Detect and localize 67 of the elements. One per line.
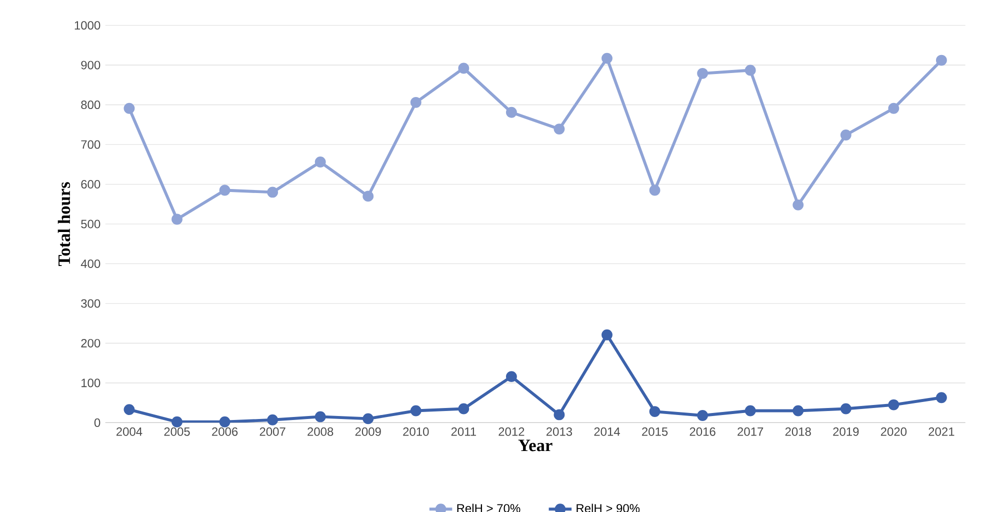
point [172,214,182,225]
point [697,68,708,79]
x-tick-label: 2015 [642,427,668,436]
point [554,409,565,420]
point [697,410,708,421]
point [649,406,660,418]
x-tick-label: 2008 [308,427,334,436]
point [458,403,470,414]
point [267,186,278,198]
x-tick-label: 2006 [212,427,238,436]
point [888,102,900,114]
point [172,416,182,428]
point [554,124,565,135]
point [410,96,422,108]
y-tick-label: 200 [81,338,100,348]
point [602,52,612,64]
x-axis-title: Year [518,440,552,452]
point [362,413,374,424]
y-tick-label: 500 [81,220,100,228]
point [792,405,804,416]
y-axis-title: Total hours [58,182,70,266]
point [744,405,756,416]
point [936,392,947,404]
point [267,414,278,426]
x-tick-label: 2011 [451,427,476,436]
x-tick-label: 2018 [785,427,811,436]
point [124,404,135,416]
y-tick-label: 0 [94,418,100,427]
point [506,106,517,118]
y-tick-label: 700 [81,140,100,149]
y-tick-label: 900 [81,60,100,70]
x-tick-label: 2012 [498,427,524,436]
point [840,130,852,140]
point [936,54,947,66]
point [314,156,326,168]
y-tick-label: 300 [81,299,100,308]
point [410,405,422,416]
point [124,102,135,114]
x-tick-label: 2004 [116,427,142,436]
x-tick-label: 2013 [546,427,572,436]
point [792,199,804,210]
x-tick-label: 2007 [260,427,286,436]
point [649,184,660,196]
point [219,184,230,196]
y-tick-label: 800 [81,100,100,110]
x-tick-label: 2010 [403,427,429,436]
point [840,403,852,414]
point [219,416,230,428]
y-tick-label: 100 [82,378,100,388]
point [314,411,326,422]
x-tick-label: 2017 [738,427,764,436]
x-tick-label: 2020 [880,427,907,436]
point [602,329,612,340]
x-tick-label: 2014 [594,427,620,436]
x-tick-label: 2021 [928,427,954,436]
x-tick-label: 2005 [164,427,190,436]
point [362,190,374,202]
y-tick-label: 400 [80,259,100,268]
x-tick-label: 2016 [690,427,716,436]
point [458,62,470,74]
point [506,371,517,382]
point [744,64,756,76]
y-tick-label: 1000 [74,21,100,30]
y-tick-label: 600 [81,180,100,189]
x-tick-label: 2019 [833,427,859,436]
point [888,399,900,410]
x-tick-label: 2009 [355,427,381,436]
